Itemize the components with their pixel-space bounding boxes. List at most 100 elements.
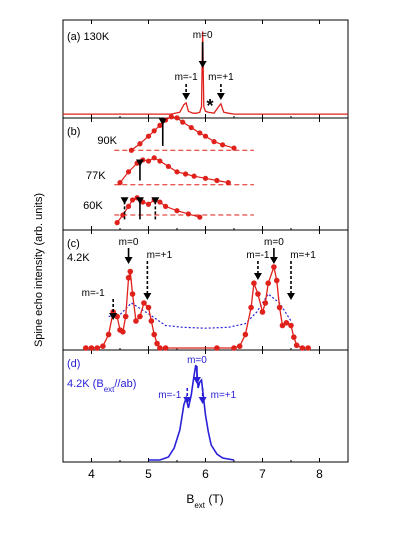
series-data-point bbox=[265, 280, 272, 287]
series-77K-point bbox=[125, 169, 132, 175]
series-90K-point bbox=[180, 119, 186, 125]
x-tick-label: 4 bbox=[88, 467, 95, 481]
annotation-m=-1: m=-1 bbox=[82, 288, 106, 299]
series-data-point bbox=[288, 322, 294, 329]
series-77K-point bbox=[174, 169, 180, 175]
series-90K-point bbox=[202, 133, 209, 139]
series-data-point bbox=[255, 291, 261, 297]
panel-frame-d bbox=[62, 349, 349, 463]
series-data-point bbox=[251, 280, 257, 287]
series-fit-line bbox=[108, 293, 292, 329]
series-data-point bbox=[100, 343, 106, 350]
annotation-arrow-head bbox=[192, 377, 201, 384]
panel-a-label: (a) 130K bbox=[67, 31, 110, 43]
panel-b-arrow-head bbox=[135, 159, 144, 167]
annotation-m=+1: m=+1 bbox=[290, 250, 316, 261]
series-data-point bbox=[105, 331, 112, 338]
series-90K-point bbox=[137, 141, 143, 147]
x-tick-label: 8 bbox=[316, 467, 323, 481]
series-data-point bbox=[262, 300, 269, 306]
series-90K-point bbox=[188, 124, 194, 131]
series-60K-point bbox=[185, 211, 191, 217]
annotation-arrow-head bbox=[287, 293, 295, 300]
series-data-point bbox=[157, 345, 163, 351]
series-data-point bbox=[299, 345, 306, 351]
annotation-arrow-head bbox=[253, 273, 262, 280]
series-77K-point bbox=[165, 163, 172, 170]
series-data-point bbox=[127, 268, 134, 275]
series-data-point bbox=[248, 304, 254, 311]
annotation-m=0: m=0 bbox=[264, 237, 284, 248]
series-90K-point bbox=[151, 128, 157, 134]
x-tick-label: 6 bbox=[202, 467, 209, 481]
annotation-m=0: m=0 bbox=[119, 237, 139, 248]
annotation-arrow-head bbox=[124, 257, 133, 264]
series-60K-label: 60K bbox=[83, 200, 103, 212]
series-77K-point bbox=[182, 171, 189, 177]
series-data-point bbox=[125, 275, 132, 281]
series-90K-point bbox=[168, 114, 174, 120]
series-77K-point bbox=[117, 180, 123, 186]
panel-b-arrow-head bbox=[120, 197, 129, 205]
series-data-point bbox=[129, 291, 136, 297]
series-data-point bbox=[148, 318, 155, 324]
series-data-point bbox=[120, 329, 126, 335]
series-data-point bbox=[273, 277, 280, 284]
annotation-m=+1: m=+1 bbox=[147, 250, 173, 261]
series-90K-point bbox=[145, 133, 152, 139]
annotation-arrow-head bbox=[216, 93, 225, 100]
panel-c-label: (c) bbox=[67, 238, 80, 250]
series-90K-point bbox=[157, 122, 163, 128]
panel-c-temperature: 4.2K bbox=[67, 252, 90, 264]
annotation-arrow-head bbox=[109, 313, 118, 320]
series-77K-point bbox=[151, 155, 157, 161]
series-60K-point bbox=[157, 199, 163, 205]
annotation-m=+1: m=+1 bbox=[208, 72, 234, 83]
panel-d-condition: 4.2K (Bext//ab) bbox=[67, 378, 136, 394]
series-data-point bbox=[242, 331, 249, 338]
series-60K-point bbox=[114, 220, 120, 226]
annotation-m=-1: m=-1 bbox=[175, 72, 199, 83]
series-data-point bbox=[236, 343, 243, 350]
panel-d-label: (d) bbox=[67, 358, 80, 370]
series-data-point bbox=[94, 345, 100, 351]
series-data-point bbox=[305, 345, 311, 351]
series-data-point bbox=[231, 345, 237, 351]
series-77K-point bbox=[202, 175, 209, 181]
y-axis-label: Spine echo intensity (arb. units) bbox=[33, 193, 45, 347]
series-data-point bbox=[122, 313, 129, 320]
annotation-arrow-head bbox=[198, 397, 207, 404]
series-data-point bbox=[88, 345, 95, 351]
series-90K-point bbox=[211, 139, 217, 145]
annotation-arrow-head bbox=[143, 293, 152, 300]
series-90K-point bbox=[231, 145, 237, 151]
series-data-point bbox=[133, 318, 139, 324]
series-90K-point bbox=[220, 142, 226, 148]
annotation-m=0: m=0 bbox=[193, 30, 213, 41]
annotation-m=-1: m=-1 bbox=[158, 390, 182, 401]
series-data-point bbox=[279, 322, 286, 329]
annotation-m=0: m=0 bbox=[187, 355, 207, 366]
asterisk-marker: * bbox=[207, 96, 214, 116]
annotation-arrow-head bbox=[198, 61, 207, 68]
x-tick-label: 7 bbox=[259, 467, 266, 481]
series-77K-point bbox=[145, 158, 152, 164]
series-60K-point bbox=[145, 201, 152, 207]
annotation-arrow-head bbox=[183, 397, 192, 404]
series-77K-label: 77K bbox=[86, 170, 106, 182]
series-60K-point bbox=[125, 203, 132, 209]
x-axis-label: Bext (T) bbox=[186, 492, 223, 510]
panel-b-arrow-head bbox=[151, 197, 160, 205]
series-data-point bbox=[259, 309, 266, 315]
series-77K-point bbox=[191, 173, 197, 179]
panel-b-arrow-head bbox=[135, 197, 144, 205]
series-60K-point bbox=[174, 208, 180, 214]
series-60K-point bbox=[129, 197, 136, 203]
series-data-point bbox=[283, 320, 290, 326]
panel-b-arrow-head bbox=[158, 118, 167, 126]
series-data-point bbox=[137, 313, 143, 320]
series-90K-label: 90K bbox=[97, 135, 117, 147]
series-data-point bbox=[154, 340, 160, 347]
series-data-point bbox=[293, 342, 300, 349]
